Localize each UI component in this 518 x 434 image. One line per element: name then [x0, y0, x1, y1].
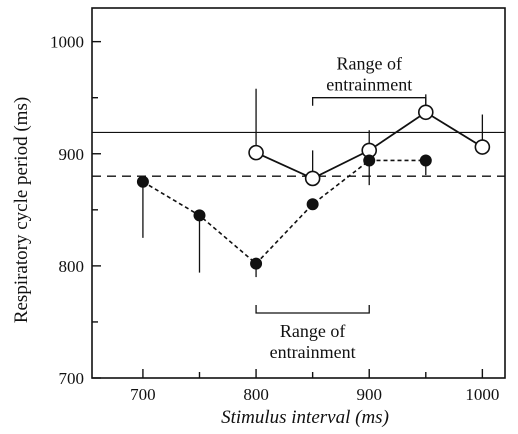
x-tick-label: 800 — [243, 385, 269, 404]
data-point-filled — [419, 154, 432, 167]
x-tick-label: 1000 — [465, 385, 499, 404]
range-bracket-upper — [311, 97, 427, 106]
y-tick-label: 800 — [59, 257, 85, 276]
series-line-filled-circles — [142, 159, 426, 265]
x-tick-label: 900 — [356, 385, 382, 404]
data-point-open — [304, 170, 321, 187]
y-tick-label: 1000 — [50, 33, 84, 52]
range-annotation-lower-line1: Range of — [280, 321, 345, 341]
data-point-open — [248, 144, 264, 161]
y-tick-label: 700 — [59, 369, 85, 388]
data-point-filled — [363, 154, 376, 167]
range-annotation-lower-line2: entrainment — [270, 342, 356, 362]
y-tick-label: 900 — [59, 145, 85, 164]
data-point-filled — [306, 198, 319, 211]
y-axis-title: Respiratory cycle period (ms) — [11, 97, 32, 323]
data-point-open — [474, 139, 491, 155]
data-point-filled — [136, 175, 149, 188]
range-bracket-lower — [255, 304, 370, 314]
range-annotation-upper-line1: Range of — [336, 54, 401, 74]
data-point-open — [417, 104, 434, 121]
data-point-filled — [250, 257, 263, 270]
x-axis-title: Stimulus interval (ms) — [221, 407, 389, 428]
x-tick-label: 700 — [130, 385, 156, 404]
plot-frame — [91, 7, 506, 379]
data-point-filled — [193, 209, 206, 222]
range-annotation-upper-line2: entrainment — [326, 75, 412, 95]
